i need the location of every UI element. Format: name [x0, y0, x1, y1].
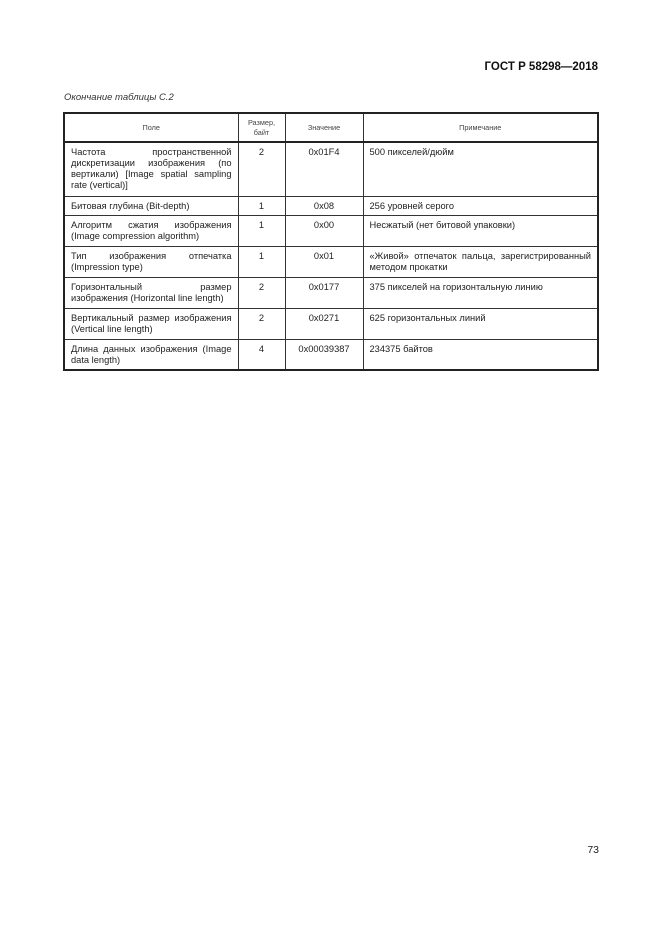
table-caption: Окончание таблицы С.2	[64, 92, 174, 103]
page-number: 73	[587, 844, 599, 856]
data-table: Поле Размер, байт Значение Примечание Ча…	[63, 112, 599, 371]
note-cell: 500 пикселей/дюйм	[362, 141, 599, 197]
size-cell: 2	[237, 276, 286, 309]
size-cell: 4	[237, 338, 286, 371]
field-cell: Вертикальный размер изображения (Vertica…	[63, 307, 239, 340]
size-cell: 2	[237, 141, 286, 197]
value-cell: 0x0271	[284, 307, 364, 340]
column-header-note: Примечание	[362, 112, 599, 143]
value-cell: 0x00039387	[284, 338, 364, 371]
column-header-size: Размер, байт	[237, 112, 286, 143]
note-cell: 625 горизонтальных линий	[362, 307, 599, 340]
table-row: Горизонтальный размер изображения (Horiz…	[63, 276, 599, 309]
field-cell: Горизонтальный размер изображения (Horiz…	[63, 276, 239, 309]
field-cell: Длина данных изображения (Image data len…	[63, 338, 239, 371]
table-row: Алгоритм сжатия изображения (Image compr…	[63, 214, 599, 247]
value-cell: 0x00	[284, 214, 364, 247]
table-row: Тип изображения отпечатка (Impression ty…	[63, 245, 599, 278]
table-row: Битовая глубина (Bit-depth) 1 0x08 256 уров…	[63, 195, 599, 216]
note-cell: Несжатый (нет битовой упаковки)	[362, 214, 599, 247]
field-cell: Тип изображения отпечатка (Impression ty…	[63, 245, 239, 278]
table-header-row: Поле Размер, байт Значение Примечание	[63, 112, 599, 143]
value-cell: 0x08	[284, 195, 364, 216]
table-row: Вертикальный размер изображения (Vertica…	[63, 307, 599, 340]
size-cell: 1	[237, 245, 286, 278]
size-cell: 1	[237, 214, 286, 247]
field-cell: Битовая глубина (Bit-depth)	[63, 195, 239, 216]
size-cell: 1	[237, 195, 286, 216]
value-cell: 0x01F4	[284, 141, 364, 197]
document-id-header: ГОСТ Р 58298—2018	[484, 61, 598, 73]
note-cell: 234375 байтов	[362, 338, 599, 371]
table-row: Частота пространственной дискретизации и…	[63, 141, 599, 197]
column-header-field: Поле	[63, 112, 239, 143]
field-cell: Алгоритм сжатия изображения (Image compr…	[63, 214, 239, 247]
note-cell: 375 пикселей на горизонтальную линию	[362, 276, 599, 309]
column-header-value: Значение	[284, 112, 364, 143]
note-cell: «Живой» отпечаток пальца, зарегистрирова…	[362, 245, 599, 278]
size-cell: 2	[237, 307, 286, 340]
value-cell: 0x01	[284, 245, 364, 278]
table-row: Длина данных изображения (Image data len…	[63, 338, 599, 371]
field-cell: Частота пространственной дискретизации и…	[63, 141, 239, 197]
note-cell: 256 уровней серого	[362, 195, 599, 216]
value-cell: 0x0177	[284, 276, 364, 309]
